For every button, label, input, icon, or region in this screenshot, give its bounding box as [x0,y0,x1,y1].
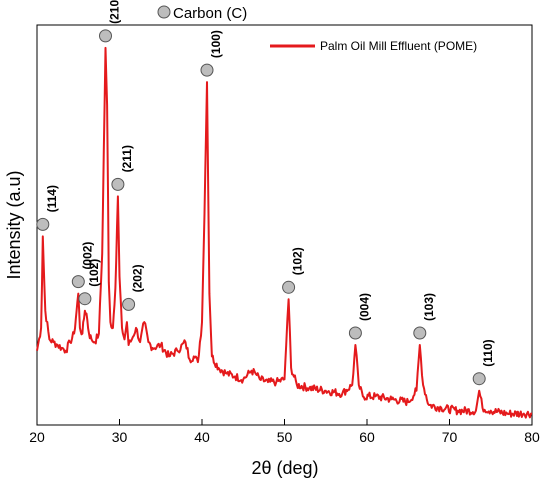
series-line-0 [36,46,532,419]
peak-label-7: (102) [291,247,305,275]
peak-marker-3 [99,29,112,43]
peak-label-9: (103) [422,293,436,321]
x-tick-label: 60 [359,429,375,445]
series-layer [36,46,532,419]
line-legend-label: Palm Oil Mill Effluent (POME) [320,39,477,53]
peak-label-0: (114) [45,185,59,212]
x-tick-label: 80 [524,429,540,445]
x-tick-label: 40 [194,429,210,445]
peak-label-5: (202) [131,264,145,292]
x-tick-label: 20 [29,429,45,445]
peak-label-1: (002) [80,242,94,270]
x-axis-title: 2θ (deg) [251,458,318,478]
x-tick-label: 50 [277,429,293,445]
x-tick-label: 30 [112,429,128,445]
peak-marker-6 [200,63,214,77]
peak-marker-2 [78,292,92,306]
line-legend: Palm Oil Mill Effluent (POME) [270,39,477,53]
peak-label-3: (210) [108,0,122,24]
y-axis-title: Intensity (a.u) [4,170,24,279]
marker-legend: Carbon (C) [157,5,247,22]
peak-marker-8 [348,326,362,340]
peak-label-10: (110) [481,339,495,366]
peak-marker-0 [36,217,50,231]
peak-label-4: (211) [120,145,134,172]
marker-legend-label: Carbon (C) [173,5,247,22]
peak-marker-7 [282,280,296,294]
peak-marker-5 [122,297,136,311]
peak-marker-1 [71,275,85,289]
marker-legend-symbol [157,5,171,19]
peaks-layer: (114)(002)(102)(210)(211)(202)(100)(102)… [36,0,495,386]
peak-marker-9 [413,326,427,340]
peak-label-6: (100) [209,30,223,58]
peak-marker-10 [472,372,486,386]
peak-label-8: (004) [357,293,371,321]
x-axis: 20 30 40 50 60 70 80 [29,419,540,445]
peak-marker-4 [111,177,125,191]
peak-label-2: (102) [87,259,101,287]
x-tick-label: 70 [442,429,458,445]
